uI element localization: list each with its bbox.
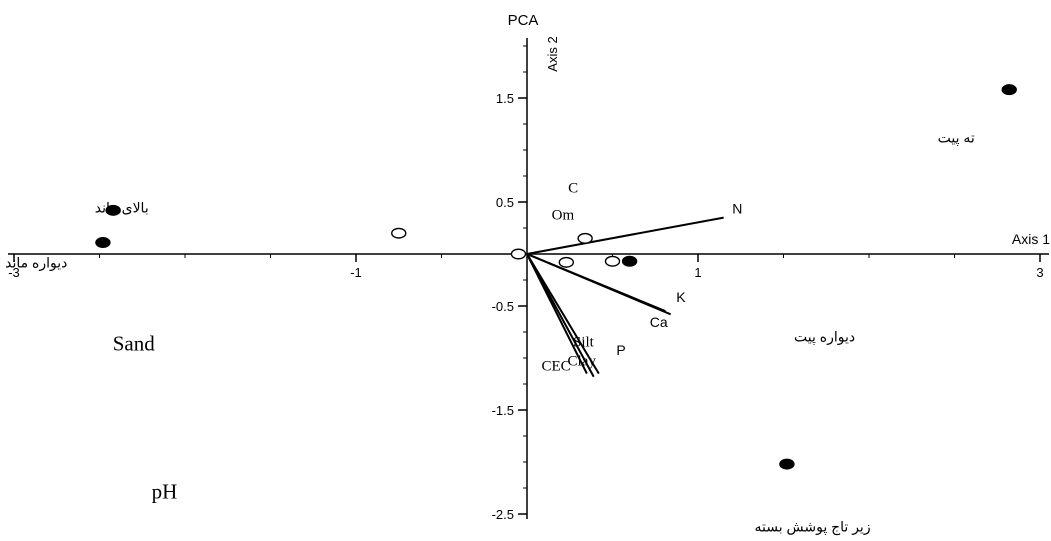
filled-site-point [779,458,795,470]
variable-label: Ca [650,314,668,330]
filled-site-point [95,237,111,249]
x-tick-label: -1 [350,265,362,280]
variable-label: CEC [541,358,570,374]
ticks: -3 -1 1 3 1.5 0.5 -0.5 -1.5 -2.5 [8,45,1044,522]
variable-vector [526,253,672,316]
x-tick-label: 1 [694,265,701,280]
x-tick-label: 3 [1036,265,1043,280]
open-site-point [604,255,621,267]
y-axis-label: Axis 2 [545,36,560,71]
variable-label: Sand [113,332,156,356]
variable-vector [526,253,600,375]
variable-label: Om [552,208,575,224]
variable-vectors [526,216,724,378]
filled-site-point [621,255,638,267]
site-labels: بالای ماند دیواره ماند ته پیت دیواره پیت زیر… [5,130,975,536]
y-tick-label: 1.5 [496,91,514,106]
open-site-point [391,227,407,239]
open-site-point [577,232,593,244]
site-label: دیواره ماند [5,255,67,272]
x-axis-label: Axis 1 [1012,231,1050,247]
variable-label: N [732,200,742,216]
x-tick-label: -3 [8,265,20,280]
variable-label: C [568,181,578,197]
variable-label: pH [152,479,178,503]
y-tick-label: 0.5 [496,195,514,210]
site-label: دیواره پیت [794,328,855,345]
open-site-point [558,256,575,268]
site-points [95,84,1017,470]
variable-label: K [676,289,686,305]
y-tick-label: -1.5 [492,403,514,418]
chart-title: PCA [508,12,539,29]
variable-label: Clay [568,353,597,369]
y-tick-label: -0.5 [492,299,514,314]
y-tick-label: -2.5 [492,507,514,522]
open-site-point [510,248,527,260]
site-label: زیر تاج پوشش بسته [755,519,871,536]
variable-label: P [616,342,625,358]
variable-vector [526,253,588,375]
variable-label: Silt [573,335,595,351]
filled-site-point [105,204,121,216]
filled-site-point [1001,84,1017,96]
axes [8,38,1049,519]
site-label: ته پیت [938,130,975,147]
site-label: بالای ماند [95,199,149,215]
variable-vector [526,216,724,255]
